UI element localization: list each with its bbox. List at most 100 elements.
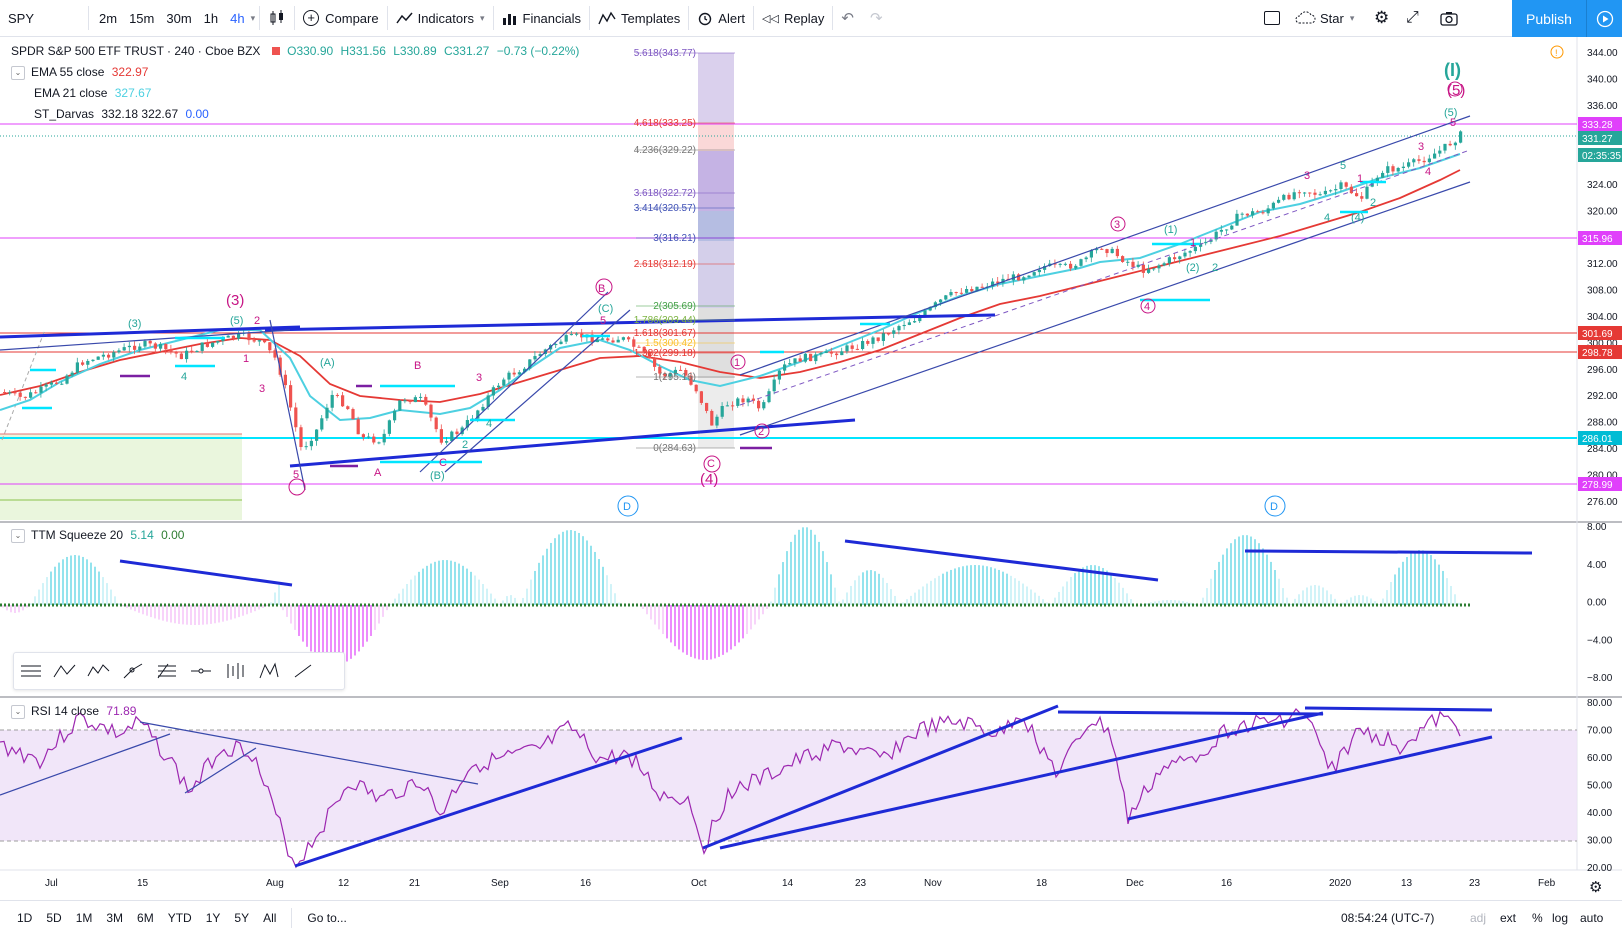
timeframe-4h[interactable]: 4h [230,10,245,26]
collapse-icon[interactable]: ⌄ [11,704,25,719]
range-5d[interactable]: 5D [46,911,62,925]
chart-area[interactable]: 5.618(343.77) 4.618(333.25) 4.236(329.22) 3… [0,37,1622,900]
goto-button[interactable]: Go to... [307,911,347,925]
range-6m[interactable]: 6M [137,911,154,925]
tool-lines[interactable] [14,654,48,688]
indicators-button[interactable]: Indicators ▾ [388,0,493,37]
candle [23,396,27,401]
replay-button[interactable]: ◁◁ Replay [754,0,832,37]
collapse-icon[interactable]: ⌄ [11,528,25,543]
range-all[interactable]: All [263,911,277,925]
redo-button[interactable]: ↷ [862,0,891,37]
timeframe-1h[interactable]: 1h [203,10,219,26]
range-3m[interactable]: 3M [106,911,124,925]
candle [798,355,802,362]
ttm-legend[interactable]: ⌄ TTM Squeeze 20 5.14 0.00 [11,528,184,543]
candle [304,441,308,450]
divider [753,6,755,30]
tool-bars[interactable] [218,654,252,688]
axis-settings-icon[interactable]: ⚙ [1589,879,1602,896]
templates-button[interactable]: Templates [590,0,688,37]
darvas-value3: 0.00 [185,107,209,121]
range-1m[interactable]: 1M [75,911,93,925]
range-ytd[interactable]: YTD [167,911,192,925]
log-toggle[interactable]: log [1552,911,1569,925]
percent-toggle[interactable]: % [1532,911,1543,925]
tool-pattern-abc[interactable] [48,654,82,688]
tool-path[interactable] [116,654,150,688]
candle [1032,271,1036,277]
tool-pattern-15[interactable] [82,654,116,688]
fullscreen-button[interactable]: ⤢ [1398,0,1427,37]
time-axis[interactable]: Jul 15 Aug 12 21 Sep 16 Oct 14 23 Nov 18 Dec 16 2020 13… [45,878,1556,889]
candle [814,351,818,365]
candle [819,351,823,357]
candle [871,335,875,349]
range-5y[interactable]: 5Y [234,911,250,925]
alert-clock-icon[interactable] [1550,45,1564,59]
alert-button[interactable]: Alert [689,0,753,37]
range-1y[interactable]: 1Y [205,911,221,925]
candle [840,347,844,356]
svg-text:B: B [414,360,421,372]
chevron-down-icon[interactable]: ▾ [250,12,256,23]
ttm-trendlines[interactable] [119,539,1533,587]
compare-button[interactable]: + Compare [295,0,386,37]
star-button[interactable]: Star ▾ [1286,0,1362,37]
clock-time[interactable]: 08:54:24 (UTC-7) [1341,911,1435,925]
snapshot-button[interactable] [1432,0,1466,37]
darvas-legend[interactable]: ST_Darvas 332.18 322.67 0.00 [34,107,209,121]
rsi-trendlines[interactable] [0,704,1493,868]
tool-trendline[interactable] [286,654,320,688]
settings-button[interactable]: ⚙ [1366,0,1397,37]
candle [44,382,48,392]
collapse-icon[interactable]: ⌄ [11,65,25,80]
timeframe-15m[interactable]: 15m [129,10,155,26]
candle [1303,191,1307,197]
undo-button[interactable]: ↶ [833,0,862,37]
financials-button[interactable]: Financials [494,0,590,37]
play-button[interactable] [1586,0,1622,37]
publish-button[interactable]: Publish [1512,0,1586,37]
candle [49,380,53,388]
candle [164,343,168,355]
price-tag: 315.96 [1578,231,1622,245]
candle [450,430,454,442]
timeframe-30m[interactable]: 30m [166,10,192,26]
tool-xabcd[interactable] [252,654,286,688]
trendlines[interactable] [0,115,1471,491]
range-1d[interactable]: 1D [17,911,33,925]
candle [1453,141,1457,150]
ema55-legend[interactable]: ⌄ EMA 55 close 322.97 [11,65,148,80]
svg-text:2: 2 [1370,197,1376,209]
auto-toggle[interactable]: auto [1580,911,1604,925]
candle [939,298,943,306]
candle [252,336,256,343]
adj-toggle[interactable]: adj [1470,911,1487,925]
timeframe-2m[interactable]: 2m [99,10,118,26]
candle [762,399,766,411]
dashed-trendline[interactable] [1,329,46,441]
candle [81,360,85,366]
tool-fib[interactable] [150,654,184,688]
time-tick: 21 [409,878,421,889]
candle [1433,148,1437,159]
candle [658,364,662,378]
ttm-axis[interactable]: 8.00 4.00 0.00 −4.00 −8.00 [1587,522,1613,684]
rsi-legend[interactable]: ⌄ RSI 14 close 71.89 [11,704,136,719]
ttm-tick: 4.00 [1587,560,1607,571]
symbol-search[interactable]: SPY [0,0,88,37]
chart-type-button[interactable] [260,0,294,37]
candle [824,348,828,354]
ema21-legend[interactable]: EMA 21 close 327.67 [34,86,151,100]
rsi-axis[interactable]: 80.00 70.00 60.00 50.00 40.00 30.00 20.00 [1587,698,1612,874]
fullscreen-layout-button[interactable] [1256,0,1288,37]
candle [34,389,38,394]
candle [1407,158,1411,169]
ema55-label: EMA 55 close [31,65,105,79]
tool-hline[interactable] [184,654,218,688]
ext-toggle[interactable]: ext [1500,911,1517,925]
chevron-down-icon: ▾ [1349,12,1355,23]
candle [174,350,178,358]
candle [1313,189,1317,200]
